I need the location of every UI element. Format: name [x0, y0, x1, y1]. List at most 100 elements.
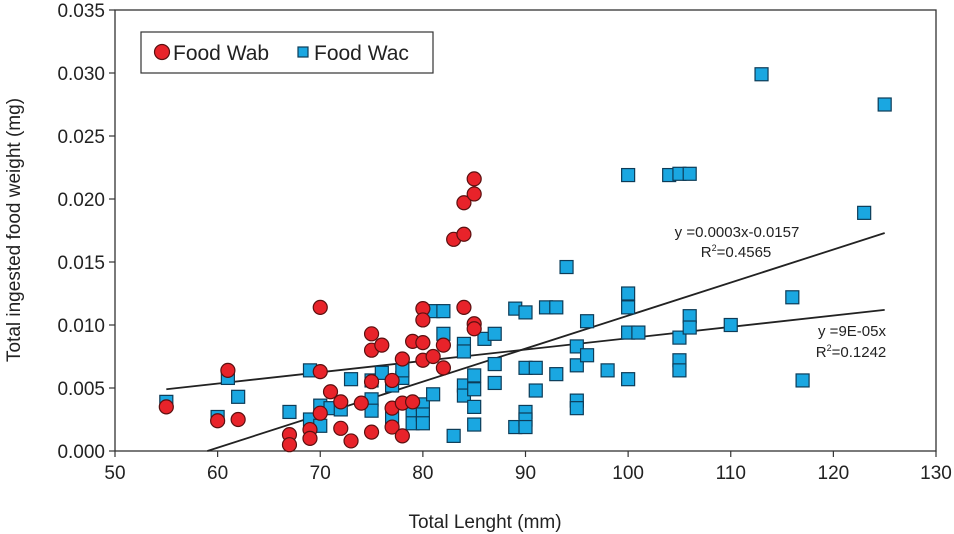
data-point-circle: [333, 394, 349, 410]
data-point-circle: [322, 384, 339, 400]
data-point-square: [857, 205, 872, 220]
data-point-square: [621, 167, 636, 183]
data-point-circle: [394, 428, 410, 444]
data-point-square: [467, 417, 482, 432]
y-tick-label: 0.035: [57, 1, 105, 22]
x-tick-label: 120: [818, 463, 850, 484]
data-point-square: [231, 389, 246, 404]
data-point-square: [467, 382, 482, 397]
data-point-square: [682, 320, 697, 335]
y-axis-title: Total ingested food weight (mg): [4, 98, 25, 362]
data-point-square: [528, 360, 543, 375]
data-point-circle: [220, 362, 236, 378]
y-tick-label: 0.015: [57, 253, 105, 274]
r2-label: R: [701, 244, 712, 261]
data-point-square: [415, 416, 430, 431]
data-point-square: [518, 419, 533, 435]
data-point-circle: [363, 326, 380, 342]
trendline-1-r2: R2=0.4565: [701, 243, 772, 261]
data-point-circle: [302, 430, 318, 446]
data-point-square: [621, 286, 636, 301]
x-tick-label: 60: [207, 463, 228, 484]
series-food-wab: [158, 171, 482, 453]
data-point-circle: [415, 312, 431, 328]
trendline-2: [166, 308, 885, 391]
legend-label-food-wac: Food Wac: [314, 42, 409, 65]
r2-superscript: 2: [712, 243, 717, 253]
series-food-wac: [159, 67, 892, 443]
r2-value: =0.4565: [717, 244, 772, 261]
data-point-circle: [384, 372, 400, 389]
data-point-square: [426, 387, 441, 402]
data-point-square: [795, 373, 810, 388]
data-point-circle: [456, 226, 472, 242]
r2-label: R: [816, 344, 827, 361]
legend-box: [140, 31, 434, 74]
data-point-circle: [425, 348, 441, 365]
data-point-square: [600, 363, 615, 378]
x-tick-label: 100: [612, 463, 644, 484]
data-point-square: [456, 344, 472, 359]
y-tick-label: 0.010: [57, 316, 105, 337]
x-tick-label: 50: [104, 463, 125, 484]
data-point-circle: [394, 351, 410, 367]
data-point-circle: [343, 433, 359, 449]
legend-marker-food-wac: [297, 46, 309, 58]
x-tick-label: 90: [515, 463, 536, 484]
data-point-square: [487, 356, 502, 372]
y-tick-label: 0.020: [57, 190, 105, 211]
data-point-square: [467, 399, 482, 414]
data-point-circle: [281, 437, 298, 453]
data-point-square: [682, 166, 697, 181]
x-tick-label: 80: [412, 463, 433, 484]
trendline-2-r2: R2=0.1242: [816, 343, 887, 361]
data-point-square: [282, 404, 297, 420]
data-point-circle: [312, 364, 328, 380]
data-point-circle: [363, 424, 380, 440]
legend-marker-food-wab: [153, 43, 171, 61]
data-point-square: [549, 300, 564, 315]
data-point-circle: [210, 413, 226, 429]
data-point-circle: [363, 374, 380, 390]
data-point-square: [374, 365, 389, 380]
x-axis-title: Total Lenght (mm): [408, 512, 561, 533]
data-point-circle: [405, 394, 421, 410]
data-point-circle: [415, 335, 431, 351]
data-point-square: [364, 403, 379, 418]
trendline-1-equation: y =0.0003x-0.0157: [675, 224, 800, 241]
data-point-square: [559, 259, 574, 275]
data-point-square: [487, 326, 502, 341]
data-point-circle: [466, 321, 482, 337]
r2-value: =0.1242: [832, 344, 887, 361]
data-point-square: [446, 428, 461, 443]
axes: 50 60 70 80 90 100 110 120 130 0.000 0.005 0.010 0.0…: [57, 1, 951, 484]
r2-superscript: 2: [827, 343, 832, 353]
data-point-square: [754, 67, 769, 82]
data-points: [158, 67, 892, 453]
x-tick-label: 110: [716, 463, 746, 484]
data-point-square: [549, 367, 564, 382]
data-point-square: [672, 363, 687, 378]
y-tick-label: 0.025: [57, 127, 105, 148]
data-point-square: [528, 383, 543, 398]
data-point-circle: [230, 411, 246, 428]
data-point-square: [569, 401, 584, 416]
data-point-square: [436, 304, 451, 319]
data-point-circle: [312, 299, 328, 315]
data-point-square: [343, 372, 359, 387]
data-point-square: [621, 372, 636, 387]
data-point-square: [621, 300, 636, 315]
legend-label-food-wab: Food Wab: [173, 42, 269, 65]
data-point-circle: [384, 419, 400, 435]
data-point-circle: [312, 405, 328, 421]
data-point-square: [467, 368, 482, 383]
x-tick-label: 130: [920, 463, 952, 484]
data-point-square: [785, 290, 800, 305]
data-point-circle: [333, 420, 349, 436]
data-point-square: [518, 305, 533, 320]
legend: Food Wab Food Wac: [140, 31, 434, 74]
data-point-circle: [456, 195, 472, 211]
data-point-square: [723, 317, 738, 333]
data-point-circle: [466, 186, 482, 202]
data-point-circle: [158, 399, 174, 415]
